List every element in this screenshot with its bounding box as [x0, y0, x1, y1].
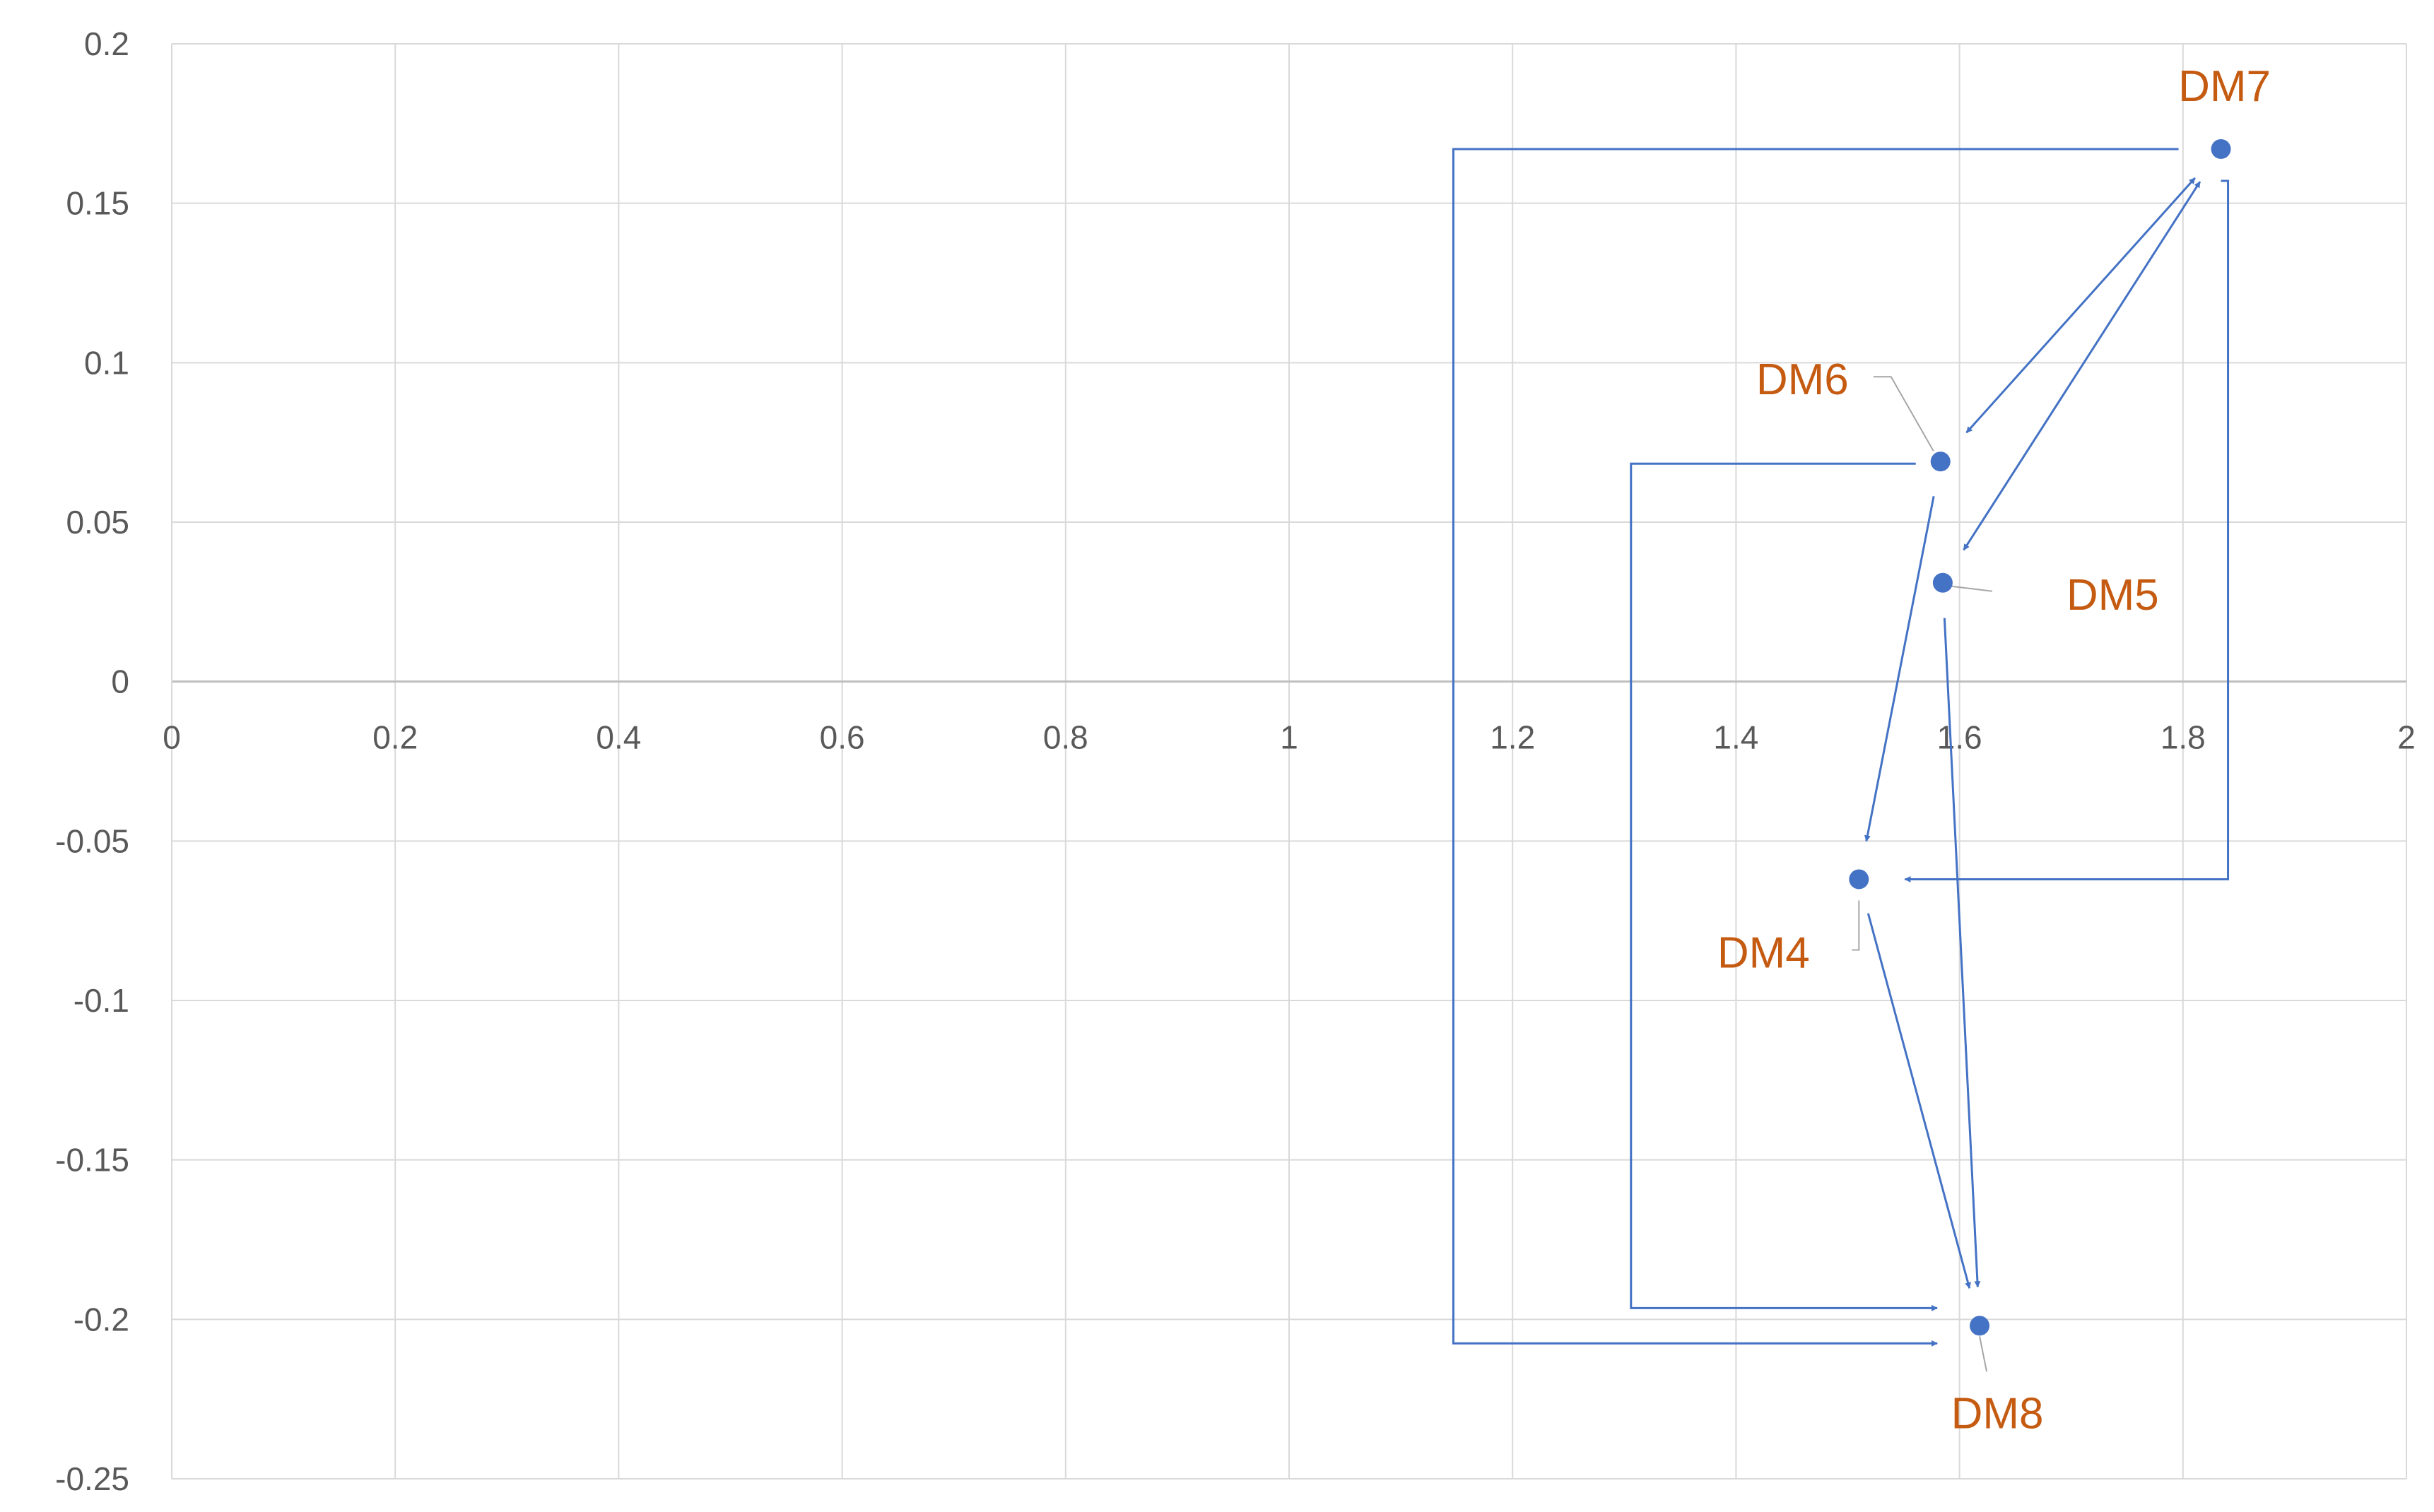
- y-tick-label-0-15: -0.15: [55, 1142, 129, 1179]
- axes: [171, 44, 2406, 1479]
- data-label-dm6: DM6: [1756, 355, 1849, 404]
- x-tick-label-2: 2: [2397, 719, 2416, 756]
- label-leader-lines: [1852, 376, 1993, 1372]
- x-tick-label-0: 0: [163, 719, 181, 756]
- arrow-dm7-to-dm6: [1965, 177, 2196, 434]
- grid-lines: [172, 43, 2407, 1479]
- arrow-dm6-to-dm4: [1864, 496, 1935, 842]
- x-tick-label-0-6: 0.6: [820, 719, 865, 756]
- data-point-dm5: [1932, 572, 1953, 593]
- leader-line-dm6: [1873, 376, 1934, 451]
- data-label-dm8: DM8: [1951, 1389, 2044, 1438]
- x-tick-label-0-8: 0.8: [1043, 719, 1088, 756]
- x-tick-label-0-2: 0.2: [372, 719, 418, 756]
- x-tick-label-1-2: 1.2: [1490, 719, 1535, 756]
- leader-line-dm5: [1951, 585, 1993, 592]
- leader-line-dm8: [1979, 1336, 1988, 1372]
- data-point-dm8: [1970, 1316, 1990, 1336]
- arrow-dm5-to-dm8: [1943, 618, 1981, 1288]
- data-point-dm4: [1849, 869, 1869, 890]
- x-tick-label-1-6: 1.6: [1937, 719, 1982, 756]
- y-tick-label-0-15: 0.15: [66, 185, 129, 222]
- x-tick-label-0-4: 0.4: [596, 719, 641, 756]
- arrow-dm7-to-dm8: [1452, 148, 2179, 1347]
- arrow-dm7-to-dm5: [1963, 181, 2201, 551]
- x-tick-label-1-4: 1.4: [1713, 719, 1758, 756]
- y-tick-label-0-25: -0.25: [55, 1460, 129, 1497]
- data-label-dm4: DM4: [1717, 928, 1810, 977]
- data-label-dm7: DM7: [2178, 62, 2271, 111]
- data-labels: DM4 DM5 DM6 DM7 DM8: [1717, 62, 2271, 1438]
- x-tick-label-1-8: 1.8: [2160, 719, 2206, 756]
- data-points: [1849, 138, 2231, 1336]
- data-point-dm6: [1930, 451, 1951, 472]
- transition-arrows: [1452, 148, 2230, 1347]
- arrow-dm7-to-dm4: [1904, 179, 2230, 882]
- x-axis-tick-labels: 0 0.2 0.4 0.6 0.8 1 1.2 1.4 1.6 1.8 2: [163, 719, 2416, 756]
- y-tick-label-0-05: 0.05: [66, 504, 129, 541]
- y-tick-label-0-05: -0.05: [55, 822, 129, 859]
- arrow-dm6-to-dm8: [1630, 462, 1938, 1311]
- y-tick-label-0: 0: [111, 663, 129, 700]
- data-label-dm5: DM5: [2066, 571, 2159, 620]
- y-tick-label-0-1: -0.1: [74, 982, 129, 1019]
- y-tick-label-0-2: 0.2: [84, 25, 129, 62]
- leader-line-dm4: [1852, 900, 1860, 951]
- data-point-dm7: [2211, 138, 2231, 159]
- y-tick-label-0-1: 0.1: [84, 344, 129, 381]
- arrow-dm4-to-dm8: [1866, 913, 1971, 1289]
- y-axis-tick-labels: 0.2 0.15 0.1 0.05 0 -0.05 -0.1 -0.15 -0.2 -0.25: [55, 25, 129, 1497]
- x-tick-label-1: 1: [1280, 719, 1298, 756]
- y-tick-label-0-2: -0.2: [74, 1301, 129, 1337]
